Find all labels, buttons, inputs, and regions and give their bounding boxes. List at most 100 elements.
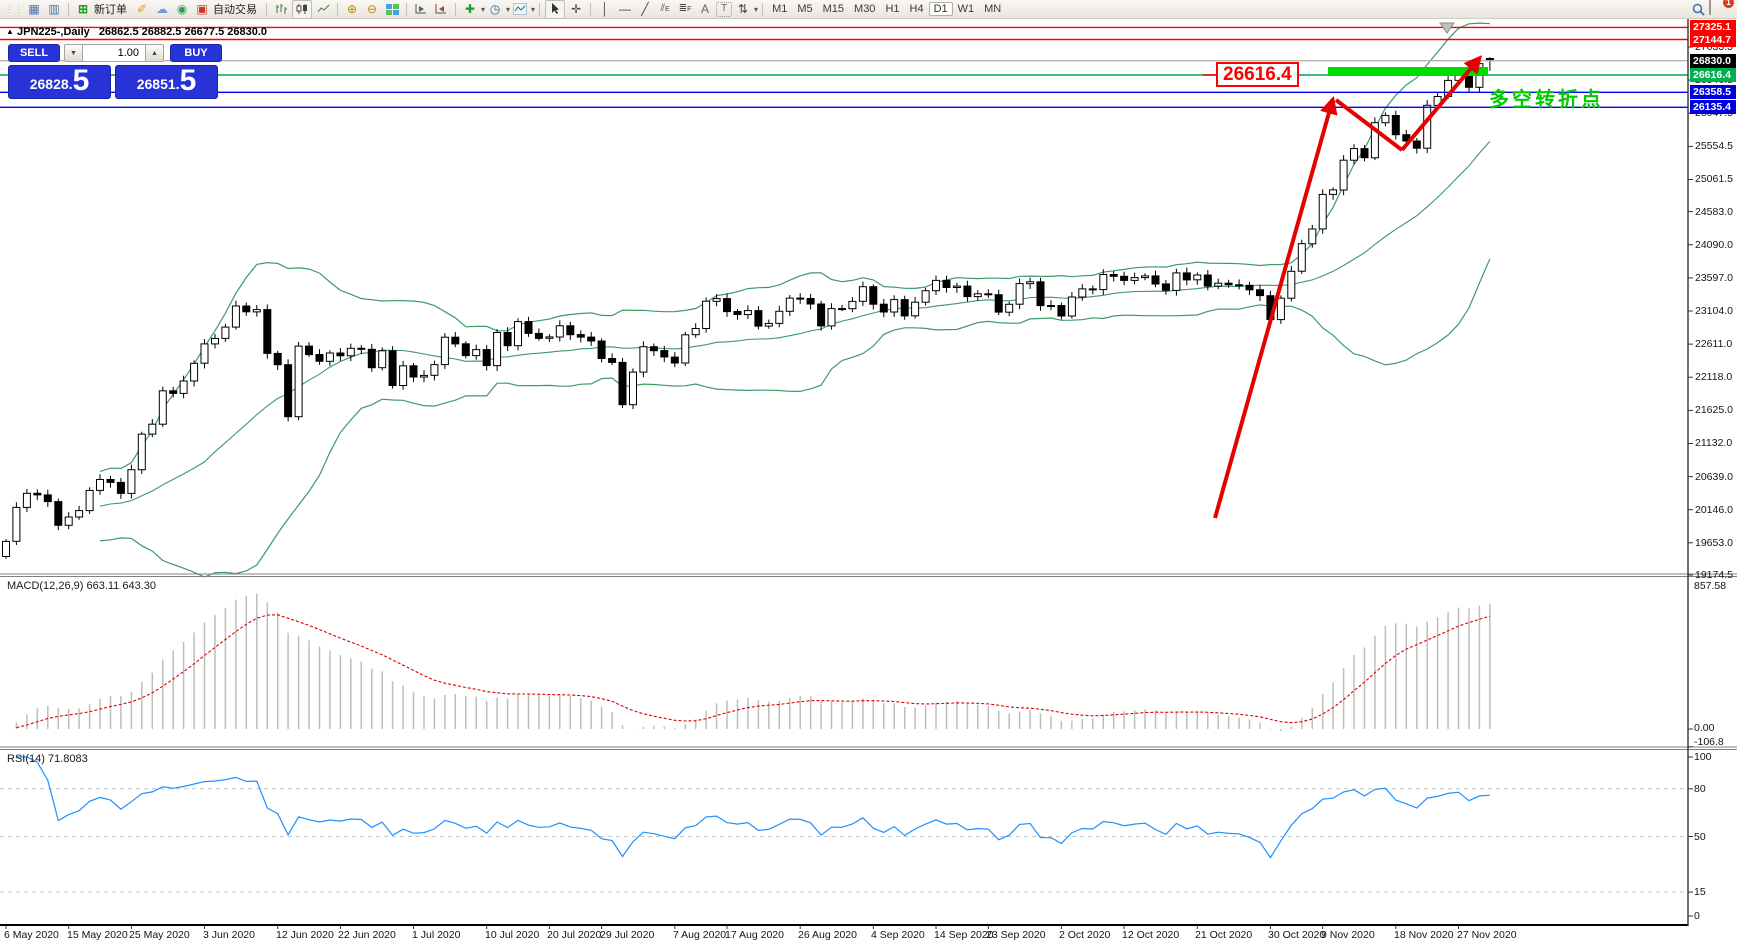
timeframe-m5[interactable]: M5 <box>797 3 813 15</box>
date-axis-label: 15 May 2020 <box>67 929 128 941</box>
sell-price-main: 26828 <box>29 76 69 92</box>
toolbar-grip: ⋮⋮ <box>5 3 23 14</box>
arrows-tool-icon[interactable]: ⇅ <box>738 2 749 16</box>
timeframe-group: M1 M5 M15 M30 H1 H4 D1 W1 MN <box>767 2 1006 16</box>
sell-quote-button[interactable]: 26828. 5 <box>8 65 111 99</box>
highlighter-icon[interactable]: ✐ <box>136 2 148 16</box>
zoom-out-icon[interactable]: ⊖ <box>366 2 378 16</box>
volume-increase-button[interactable]: ▲ <box>145 44 164 62</box>
chevron-down-icon[interactable]: ▾ <box>506 4 511 14</box>
macd-label: MACD(12,26,9) 663.11 643.30 <box>7 580 156 592</box>
macd-scale-bottom: -106.8 <box>1694 736 1724 748</box>
new-order-icon[interactable]: ⊞ <box>77 2 89 16</box>
price-axis-tick: 23104.0 <box>1695 305 1733 317</box>
chevron-down-icon[interactable]: ▾ <box>754 4 759 14</box>
text-tool-icon[interactable]: A <box>701 2 710 16</box>
toolbar-separator <box>455 2 456 16</box>
horizontal-line-tool-icon[interactable]: — <box>619 2 632 16</box>
date-axis-label: 26 Aug 2020 <box>798 929 857 941</box>
timeframe-h4[interactable]: H4 <box>909 3 924 15</box>
price-axis-tick: 20639.0 <box>1695 471 1733 483</box>
step-back-icon[interactable] <box>432 1 450 18</box>
text-label-tool-icon[interactable]: T <box>716 1 733 17</box>
notifications-icon[interactable]: 1 <box>1709 0 1734 18</box>
price-axis-tick: 19653.0 <box>1695 537 1733 549</box>
timeframe-d1[interactable]: D1 <box>928 2 953 16</box>
date-axis-label: 30 Oct 2020 <box>1268 929 1326 941</box>
buy-quote-button[interactable]: 26851. 5 <box>115 65 218 99</box>
community-icon[interactable]: ☁ <box>156 2 168 16</box>
toolbar-separator <box>406 2 407 16</box>
turning-point-label: 多空转折点 <box>1489 89 1604 111</box>
toolbar-separator <box>266 2 267 16</box>
cursor-tool-icon[interactable] <box>545 0 566 19</box>
collapse-triangle-icon[interactable]: ▲ <box>6 27 14 36</box>
chevron-down-icon[interactable]: ▾ <box>481 4 486 14</box>
date-axis-label: 21 Oct 2020 <box>1195 929 1253 941</box>
sell-price-dot: . <box>68 76 73 92</box>
date-axis-label: 9 Nov 2020 <box>1321 929 1375 941</box>
timeframe-w1[interactable]: W1 <box>957 3 975 15</box>
one-click-trading-panel: SELL ▼ ▲ BUY 26828.5 26851.5 <box>8 44 222 99</box>
rsi-scale-label: 100 <box>1694 751 1712 763</box>
price-axis-tick: 24090.0 <box>1695 239 1733 251</box>
auto-trading-icon[interactable]: ▣ <box>196 2 208 16</box>
price-axis-tick: 21132.0 <box>1695 437 1733 449</box>
date-axis-label: 12 Jun 2020 <box>276 929 334 941</box>
data-window-icon[interactable]: ▥ <box>48 2 60 16</box>
volume-input[interactable] <box>83 44 145 62</box>
chevron-down-icon[interactable]: ▾ <box>531 4 536 14</box>
line-chart-icon[interactable] <box>314 1 332 18</box>
trendline-tool-icon[interactable]: ╱ <box>641 2 649 16</box>
toolbar-separator <box>539 2 541 16</box>
price-axis-tick: 23597.0 <box>1695 272 1733 284</box>
candlestick-icon[interactable] <box>292 0 312 19</box>
new-order-label[interactable]: 新订单 <box>94 4 127 16</box>
date-axis-label: 14 Sep 2020 <box>934 929 994 941</box>
date-axis-label: 4 Sep 2020 <box>871 929 925 941</box>
price-flag: 26616.4 <box>1690 68 1736 82</box>
timeframe-mn[interactable]: MN <box>984 3 1002 15</box>
price-axis-tick: 21625.0 <box>1695 404 1733 416</box>
buy-price-main: 26851 <box>136 76 176 92</box>
date-axis-label: 10 Jul 2020 <box>485 929 540 941</box>
signals-icon[interactable]: ◉ <box>176 2 188 16</box>
main-toolbar: ⋮⋮ ▦ ▥ ⊞ 新订单 ✐ ☁ ◉ ▣ 自动交易 ⊕ ⊖ ✚ ▾ ◷ ▾ ▾ ✛ … <box>0 0 1737 19</box>
toolbar-separator <box>590 2 592 16</box>
price-axis-tick: 22118.0 <box>1695 371 1733 383</box>
templates-icon[interactable] <box>511 1 529 18</box>
rsi-scale-label: 0 <box>1694 910 1700 922</box>
volume-decrease-button[interactable]: ▼ <box>64 44 83 62</box>
timeframe-m15[interactable]: M15 <box>822 3 845 15</box>
period-clock-icon[interactable]: ◷ <box>489 2 501 16</box>
auto-trading-label[interactable]: 自动交易 <box>213 4 257 16</box>
price-axis-tick: 25554.5 <box>1695 140 1733 152</box>
sell-button[interactable]: SELL <box>8 44 60 62</box>
date-axis-label: 12 Oct 2020 <box>1122 929 1180 941</box>
tile-windows-icon[interactable] <box>383 1 401 18</box>
rsi-scale-label: 15 <box>1694 886 1706 898</box>
buy-button[interactable]: BUY <box>170 44 222 62</box>
crosshair-tool-icon[interactable]: ✛ <box>571 2 582 16</box>
step-forward-icon[interactable] <box>412 1 430 18</box>
vertical-line-tool-icon[interactable]: │ <box>601 2 609 16</box>
rsi-label: RSI(14) 71.8083 <box>7 753 88 765</box>
date-axis-label: 25 May 2020 <box>129 929 190 941</box>
add-indicator-icon[interactable]: ✚ <box>464 2 476 16</box>
timeframe-h1[interactable]: H1 <box>885 3 900 15</box>
market-watch-icon[interactable]: ▦ <box>28 2 40 16</box>
price-axis-tick: 20146.0 <box>1695 504 1733 516</box>
timeframe-m30[interactable]: M30 <box>854 3 876 15</box>
fibonacci-tool-icon[interactable]: ≣ F <box>678 3 692 14</box>
macd-scale-top: 857.58 <box>1694 580 1727 592</box>
rsi-scale-label: 80 <box>1694 783 1706 795</box>
channel-tool-icon[interactable]: ⫽ E <box>660 3 670 14</box>
price-flag: 26358.5 <box>1690 85 1736 99</box>
bar-chart-icon[interactable] <box>272 1 290 18</box>
timeframe-m1[interactable]: M1 <box>772 3 788 15</box>
toolbar-separator <box>68 2 69 16</box>
zoom-in-icon[interactable]: ⊕ <box>346 2 358 16</box>
search-icon[interactable] <box>1689 1 1707 18</box>
date-axis-label: 3 Jun 2020 <box>203 929 255 941</box>
